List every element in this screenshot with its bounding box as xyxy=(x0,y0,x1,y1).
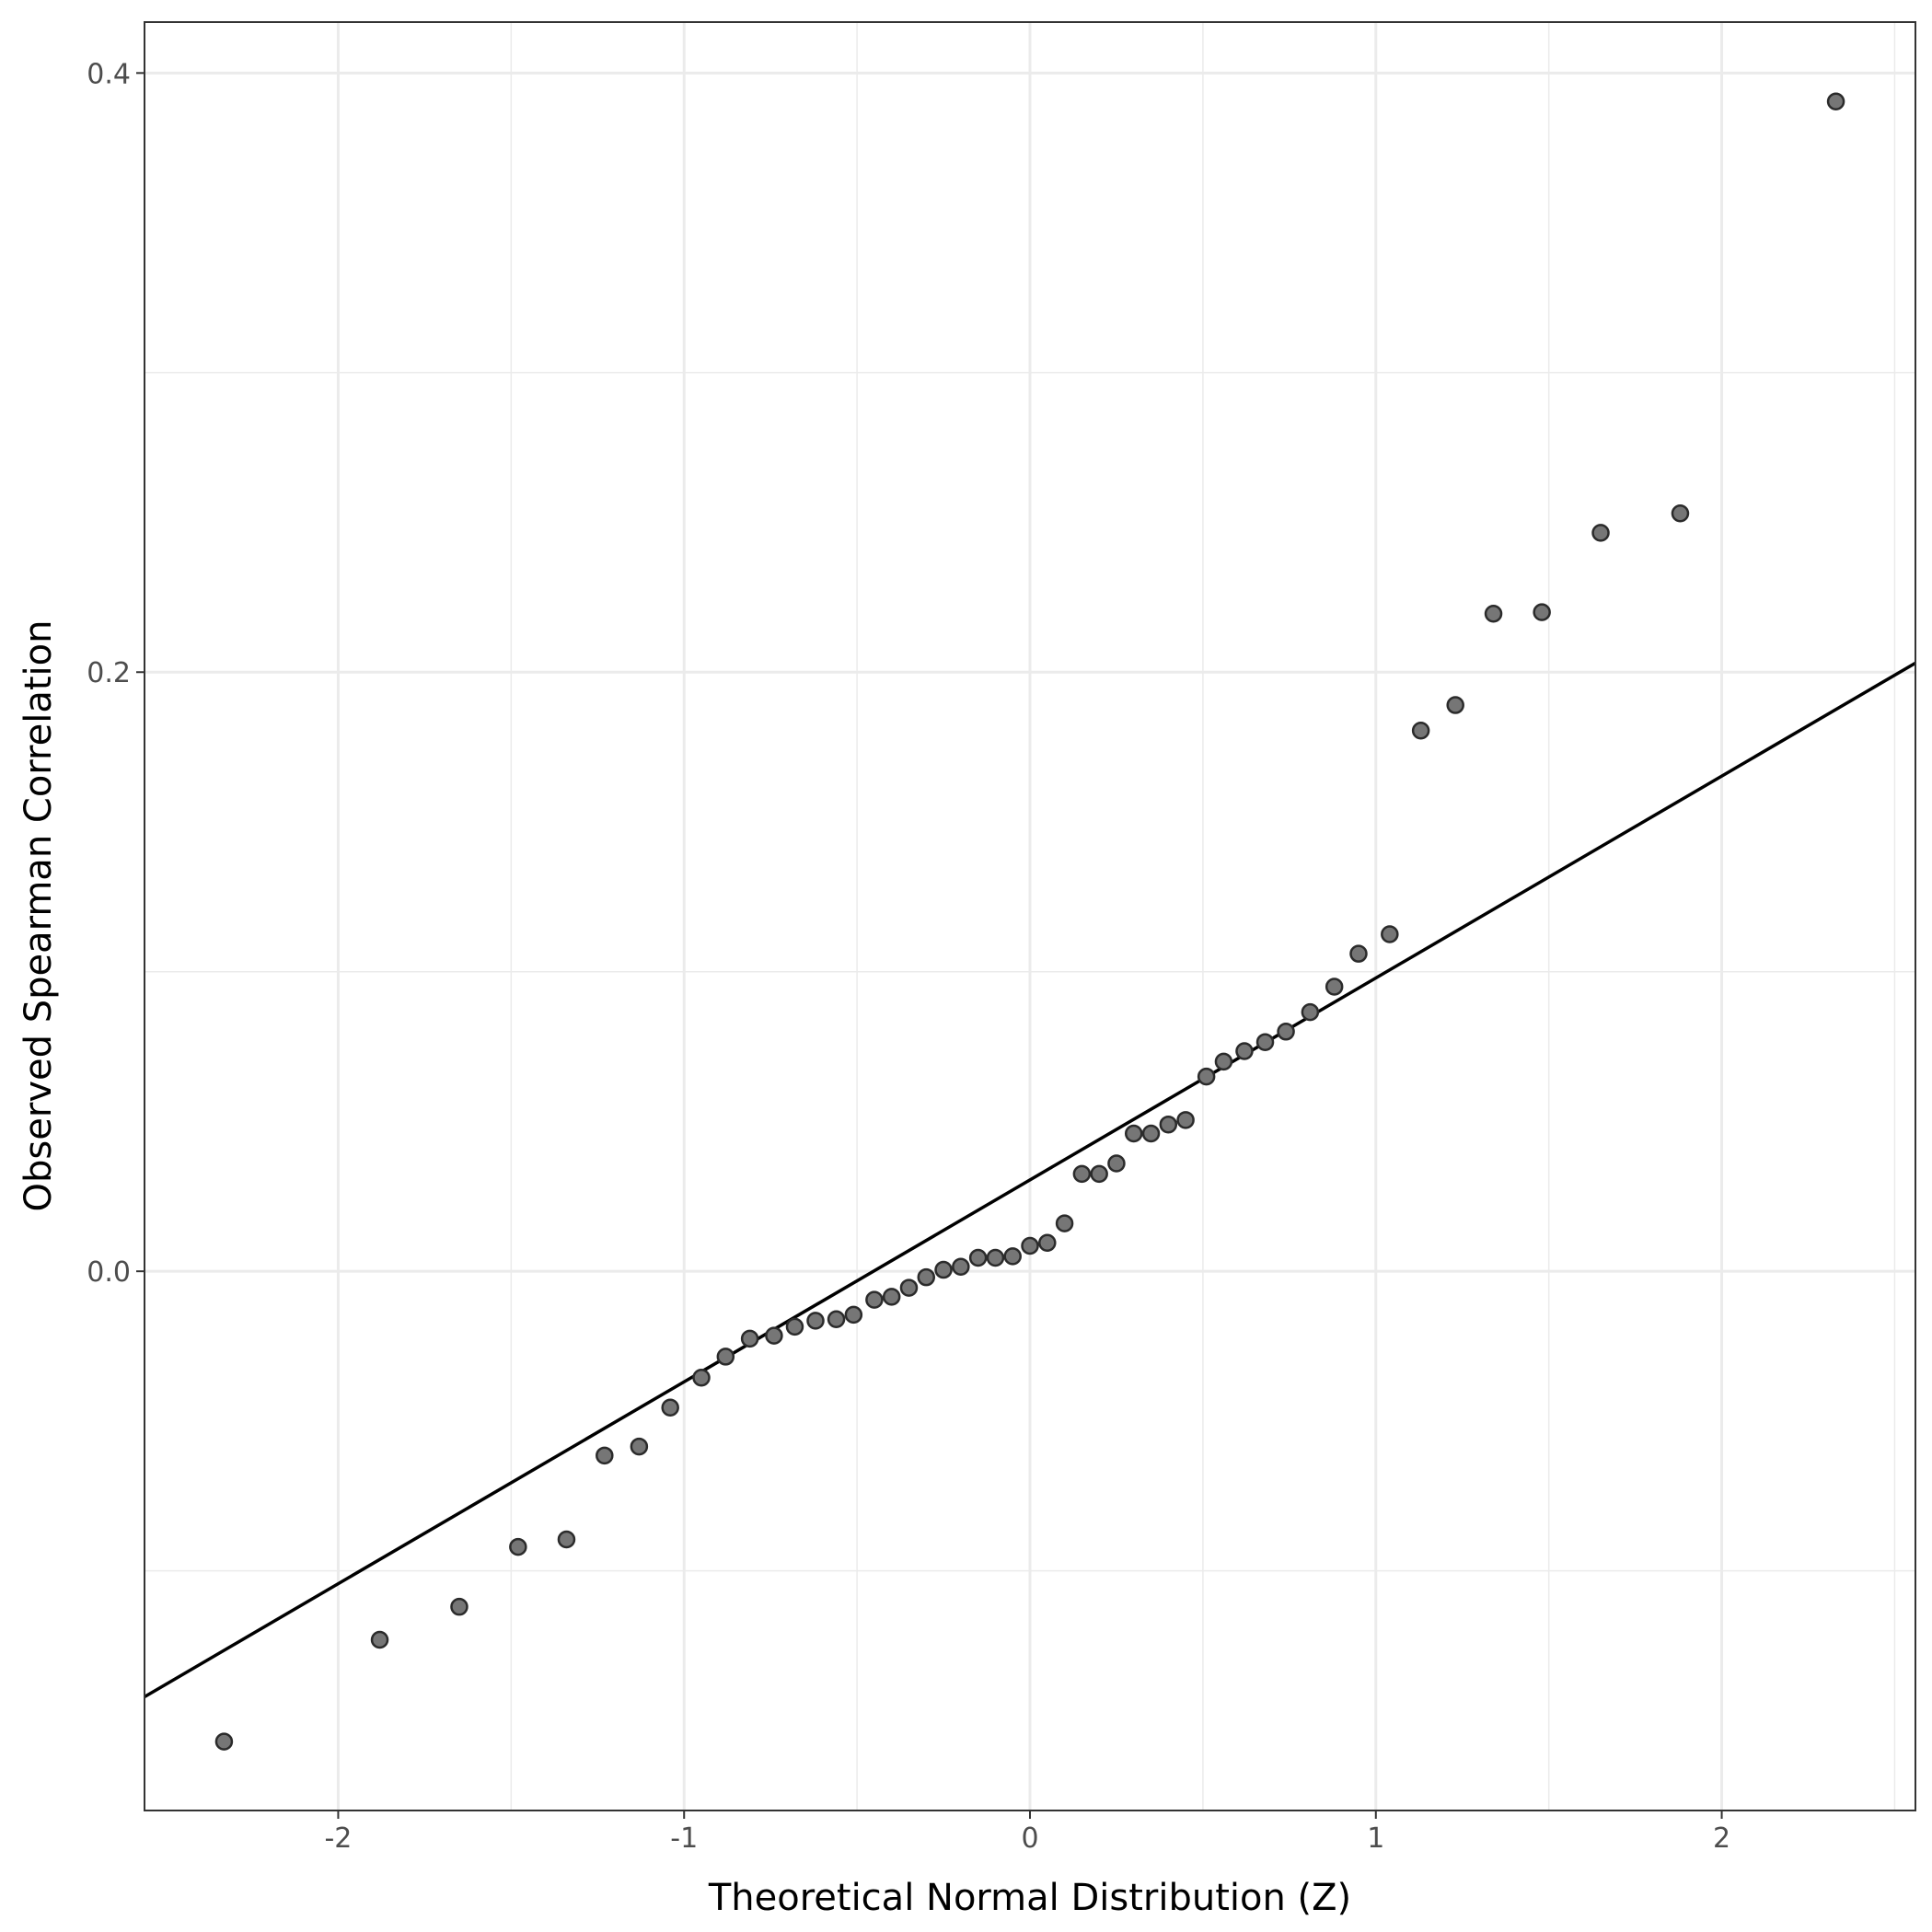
data-point xyxy=(1533,603,1551,621)
major-gridlines xyxy=(145,22,1915,1811)
data-point xyxy=(1176,1111,1195,1129)
data-point xyxy=(661,1398,679,1417)
data-point xyxy=(1090,1164,1108,1184)
data-point xyxy=(1301,1002,1320,1022)
data-point xyxy=(1411,721,1430,740)
data-point xyxy=(899,1278,919,1297)
data-point xyxy=(1381,925,1399,943)
data-point xyxy=(952,1257,970,1277)
data-point xyxy=(882,1288,901,1306)
data-point xyxy=(1325,978,1344,996)
y-axis-ticks: 0.0 0.2 0.4 xyxy=(87,58,145,1289)
data-point xyxy=(450,1597,469,1616)
x-axis-ticks: -2 -1 0 1 2 xyxy=(324,1811,1730,1855)
y-tick-label: 0.2 xyxy=(87,657,131,689)
reference-line-group xyxy=(144,661,1916,1698)
x-tick-label: -2 xyxy=(324,1822,352,1855)
data-point xyxy=(806,1312,825,1330)
x-axis-title: Theoretical Normal Distribution (Z) xyxy=(708,1877,1351,1919)
y-axis-title: Observed Spearman Correlation xyxy=(17,620,60,1212)
data-point xyxy=(557,1530,576,1549)
data-point xyxy=(785,1317,804,1336)
data-point xyxy=(986,1248,1005,1267)
data-point xyxy=(1277,1023,1295,1041)
data-point xyxy=(1214,1052,1233,1071)
data-point xyxy=(1484,605,1503,623)
data-point xyxy=(370,1630,389,1649)
data-point xyxy=(1003,1247,1022,1266)
data-point xyxy=(1055,1214,1074,1232)
data-point xyxy=(917,1267,936,1287)
data-point xyxy=(1197,1067,1216,1086)
data-point xyxy=(1255,1033,1275,1051)
data-point xyxy=(1038,1233,1057,1253)
data-point xyxy=(968,1248,988,1267)
x-tick-label: 2 xyxy=(1713,1822,1730,1855)
data-point xyxy=(630,1437,649,1456)
data-point xyxy=(1446,696,1464,714)
data-point xyxy=(1141,1124,1161,1143)
x-tick-label: 1 xyxy=(1367,1822,1384,1855)
y-tick-label: 0.0 xyxy=(87,1256,131,1289)
data-point xyxy=(740,1329,759,1348)
x-tick-label: -1 xyxy=(670,1822,698,1855)
data-point xyxy=(1671,504,1690,523)
data-point xyxy=(1021,1236,1039,1255)
data-point xyxy=(934,1260,953,1279)
reference-line xyxy=(144,661,1916,1698)
x-tick-label: 0 xyxy=(1021,1822,1038,1855)
data-point xyxy=(1072,1164,1092,1184)
data-point xyxy=(596,1446,614,1465)
data-point xyxy=(1235,1042,1254,1060)
data-point xyxy=(214,1732,234,1751)
data-point xyxy=(1349,944,1368,963)
data-point xyxy=(1591,524,1610,542)
data-point xyxy=(1826,92,1845,110)
data-point xyxy=(1159,1115,1178,1134)
data-point xyxy=(865,1290,884,1309)
data-point xyxy=(844,1305,863,1325)
data-point xyxy=(509,1537,527,1556)
data-point xyxy=(827,1310,846,1328)
data-point xyxy=(716,1348,735,1366)
y-tick-label: 0.4 xyxy=(87,58,131,90)
data-point xyxy=(765,1326,783,1345)
data-points xyxy=(214,92,1845,1751)
data-point xyxy=(692,1368,711,1387)
data-point xyxy=(1124,1124,1143,1143)
data-point xyxy=(1107,1154,1126,1173)
